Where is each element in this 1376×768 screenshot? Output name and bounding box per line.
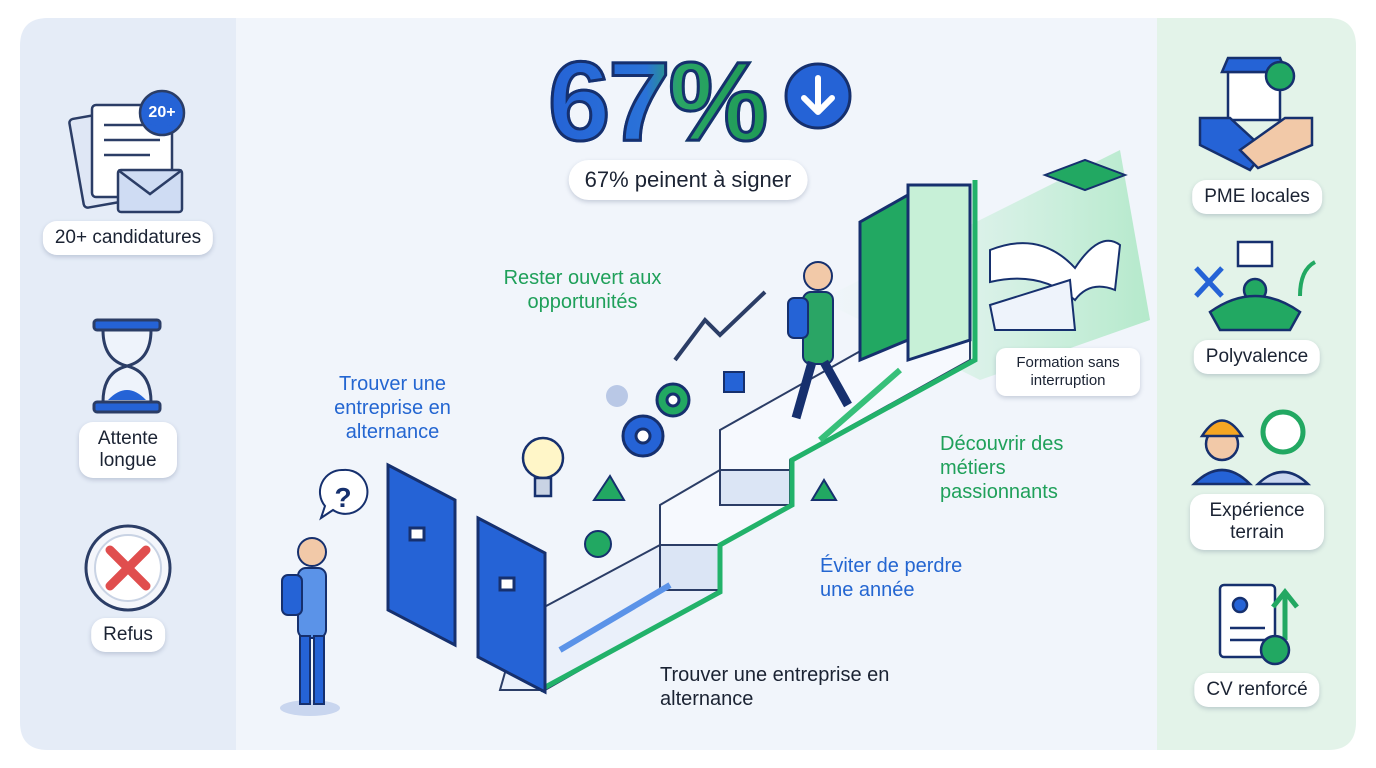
shapes	[584, 371, 838, 558]
open-door	[858, 183, 972, 363]
path-label: Rester ouvert aux opportunités	[503, 267, 662, 313]
down-arrow-icon	[784, 62, 852, 130]
shape	[1259, 634, 1291, 666]
shape	[101, 328, 153, 404]
shape	[906, 183, 972, 363]
field-experience-icon	[1190, 409, 1312, 486]
shape	[1190, 468, 1254, 486]
shape	[1042, 158, 1128, 192]
shape	[498, 576, 516, 592]
shape	[659, 544, 721, 591]
shape	[1260, 409, 1306, 455]
growth-arrow	[673, 290, 767, 362]
shape	[1298, 260, 1317, 297]
path-label: Trouver une entreprise en alternance	[660, 664, 890, 710]
shape	[1194, 266, 1224, 298]
shape	[1208, 294, 1302, 332]
headline-stat: 67%	[546, 39, 769, 164]
shape	[117, 169, 183, 196]
path-label: Découvrir des métiers passionnants	[940, 433, 1064, 503]
shape	[787, 297, 809, 339]
shape	[476, 515, 547, 695]
shape	[108, 390, 146, 400]
shape	[521, 436, 565, 480]
shape	[408, 526, 426, 542]
shape	[584, 530, 612, 558]
shape	[297, 537, 327, 567]
item-label: 20+ candidatures	[42, 221, 214, 255]
question-mark: ?	[334, 482, 352, 513]
shape	[1231, 596, 1249, 614]
shape	[1254, 470, 1312, 486]
locked-doors	[386, 462, 547, 695]
cv-icon	[1218, 583, 1299, 666]
gears	[606, 382, 691, 458]
item-label: CV renforcé	[1194, 673, 1320, 707]
student-waiting	[280, 468, 369, 716]
versatility-icon	[1194, 240, 1317, 332]
path-label: Trouver une entreprise en alternance	[334, 373, 451, 443]
progress-line	[538, 180, 978, 693]
green-arrow	[818, 367, 902, 443]
shape	[533, 476, 553, 498]
shape	[281, 574, 303, 616]
shape	[606, 385, 628, 407]
shape	[386, 462, 457, 648]
headline-caption: 67% peinent à signer	[568, 160, 808, 200]
shape	[105, 545, 151, 591]
shape	[634, 427, 652, 445]
shape	[1199, 419, 1245, 438]
student-walking	[787, 261, 852, 420]
books-icon	[988, 158, 1128, 331]
path-label: Éviter de perdre une année	[820, 555, 963, 601]
refusal-icon	[84, 524, 172, 612]
handshake-icon	[1198, 56, 1314, 172]
shape	[313, 635, 325, 705]
item-label: Expérience terrain	[1190, 494, 1324, 550]
item-label: Attente longue	[79, 422, 177, 478]
shape	[592, 474, 626, 501]
shape	[1271, 587, 1299, 640]
shape	[810, 478, 838, 501]
shape	[791, 360, 817, 420]
shape	[820, 359, 852, 408]
shape	[989, 239, 1122, 302]
shape	[1264, 60, 1296, 92]
hourglass-icon	[92, 318, 162, 414]
shape	[988, 278, 1077, 331]
shape	[299, 635, 311, 705]
item-label: PME locales	[1192, 180, 1322, 214]
item-label: Polyvalence	[1193, 340, 1321, 374]
shape	[1238, 116, 1314, 170]
training-label: Formation sans interruption	[996, 348, 1140, 396]
shape	[801, 75, 835, 115]
count-badge: 20+	[144, 100, 180, 126]
shape	[803, 261, 833, 291]
shape	[858, 192, 910, 363]
shape	[665, 392, 681, 408]
shape	[723, 371, 745, 393]
shape	[318, 468, 369, 521]
shape	[719, 469, 791, 506]
blue-arrow	[558, 582, 672, 653]
lightbulb	[521, 436, 565, 498]
shape	[1236, 240, 1274, 268]
item-label: Refus	[91, 618, 165, 652]
